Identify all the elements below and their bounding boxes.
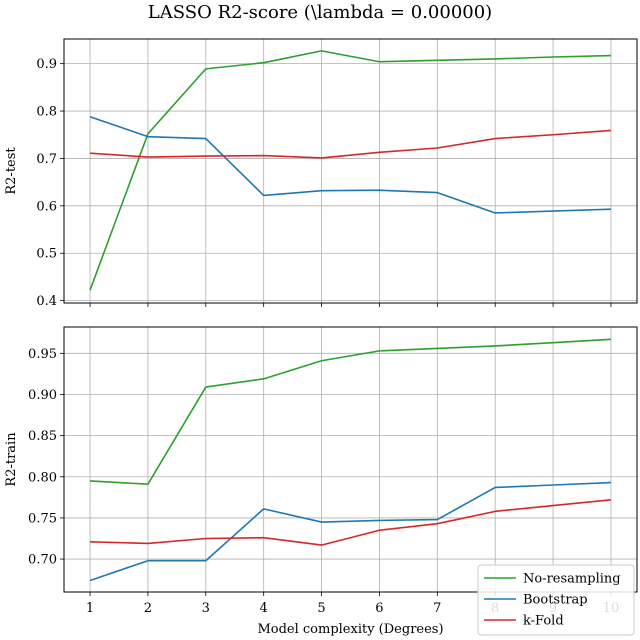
x-axis-label: Model complexity (Degrees) bbox=[257, 622, 443, 637]
y-tick-label: 0.75 bbox=[28, 511, 57, 526]
series-line-k-fold bbox=[90, 499, 612, 546]
legend: No-resampling Bootstrap k-Fold bbox=[477, 564, 635, 636]
y-tick-label: 0.5 bbox=[36, 247, 57, 262]
x-tick-label: 5 bbox=[317, 601, 325, 616]
y-tick-label: 0.9 bbox=[36, 57, 57, 72]
top-panel-r2-test: 0.4 0.5 0.6 0.7 0.8 0.9 R2-test bbox=[4, 38, 638, 309]
y-tick-label: 0.95 bbox=[28, 347, 57, 362]
x-tick-label: 4 bbox=[260, 601, 268, 616]
axes-frame bbox=[63, 326, 638, 593]
x-tick-label: 3 bbox=[202, 601, 210, 616]
y-tick-label: 0.4 bbox=[36, 294, 57, 309]
y-tick-label: 0.8 bbox=[36, 105, 57, 120]
x-tick-label: 6 bbox=[375, 601, 383, 616]
series-line-bootstrap bbox=[89, 115, 611, 214]
legend-label: No-resampling bbox=[523, 572, 621, 587]
axes-frame bbox=[63, 38, 638, 304]
series-line-k-fold bbox=[89, 129, 612, 159]
x-tick-label: 1 bbox=[86, 601, 94, 616]
y-tick-label: 0.7 bbox=[36, 152, 57, 167]
legend-box bbox=[477, 564, 635, 636]
y-tick-label: 0.70 bbox=[28, 553, 57, 568]
y-axis-label: R2-test bbox=[4, 147, 19, 195]
figure-title: LASSO R2-score (\lambda = 0.00000) bbox=[148, 2, 492, 23]
y-tick-label: 0.80 bbox=[28, 470, 57, 485]
x-tick-label: 7 bbox=[433, 601, 441, 616]
bottom-panel-r2-train: 123456789100.700.750.800.850.900.95R2-tr… bbox=[4, 326, 638, 637]
series-line-bootstrap bbox=[89, 481, 611, 582]
legend-label: Bootstrap bbox=[523, 593, 588, 608]
legend-label: k-Fold bbox=[523, 614, 564, 629]
y-tick-label: 0.90 bbox=[28, 388, 57, 403]
y-axis-label: R2-train bbox=[4, 432, 19, 487]
series-line-no-resampling bbox=[90, 338, 611, 485]
y-tick-label: 0.85 bbox=[28, 429, 57, 444]
series-line-no-resampling bbox=[89, 50, 611, 291]
y-tick-label: 0.6 bbox=[36, 199, 57, 214]
x-tick-label: 2 bbox=[144, 601, 152, 616]
